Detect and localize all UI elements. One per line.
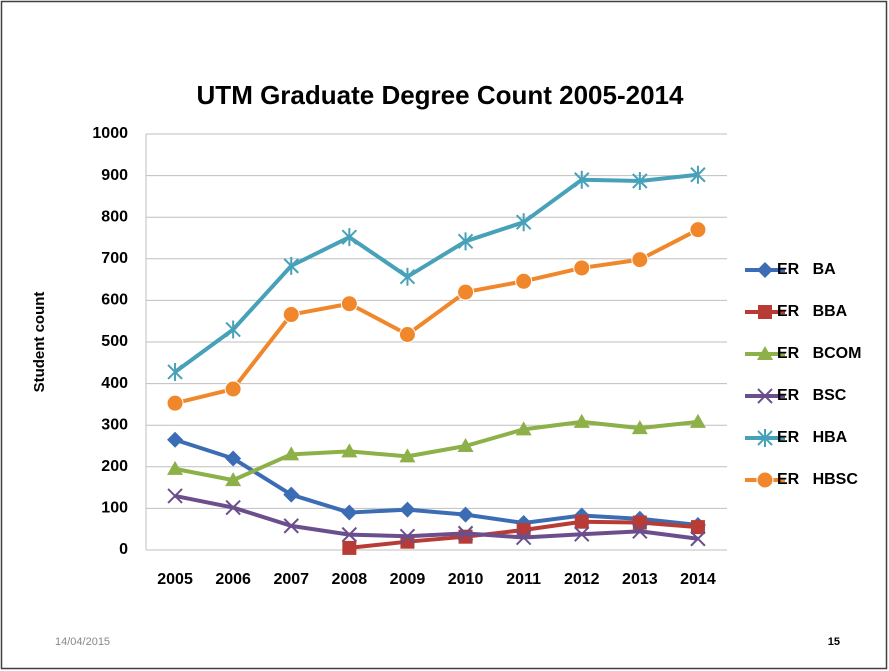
legend-label: ER BA	[777, 261, 836, 278]
y-tick-label: 800	[101, 208, 128, 225]
data-point	[167, 488, 183, 504]
x-tick-label: 2011	[506, 571, 541, 588]
legend-marker	[757, 262, 773, 278]
data-point	[574, 526, 590, 542]
data-point	[631, 420, 648, 435]
x-tick-label: 2007	[273, 571, 309, 588]
data-point	[516, 523, 531, 538]
x-tick-label: 2009	[390, 571, 426, 588]
legend-label: ER BBA	[777, 303, 848, 320]
data-point	[341, 228, 358, 247]
data-point	[457, 438, 474, 452]
y-tick-label: 400	[101, 375, 128, 392]
legend-label: ER HBA	[777, 429, 848, 446]
x-tick-label: 2013	[622, 571, 658, 588]
data-point	[457, 525, 474, 542]
series-line	[173, 172, 699, 374]
y-tick-label: 100	[101, 500, 128, 517]
data-point	[283, 518, 299, 534]
legend-marker	[757, 429, 773, 447]
series-line	[174, 493, 699, 541]
footer-date: 14/04/2015	[55, 636, 110, 648]
data-point	[399, 267, 416, 286]
data-point	[574, 170, 590, 189]
data-point	[225, 450, 242, 467]
x-tick-label: 2014	[680, 571, 716, 588]
data-point	[690, 520, 705, 535]
series-line	[174, 419, 699, 483]
data-point	[167, 460, 184, 475]
legend-marker	[757, 388, 773, 404]
data-point	[632, 523, 648, 539]
legend-label: ER BSC	[777, 387, 847, 404]
data-point	[283, 446, 300, 461]
data-point	[632, 172, 648, 191]
x-tick-label: 2008	[332, 571, 368, 588]
data-point	[573, 259, 591, 277]
legend-marker	[758, 305, 772, 319]
y-tick-label: 200	[101, 458, 128, 475]
legend-label: ER BCOM	[777, 345, 861, 362]
y-tick-label: 600	[101, 292, 128, 309]
data-point	[282, 306, 300, 324]
data-point	[341, 526, 358, 543]
series-line	[174, 437, 699, 528]
data-point	[283, 256, 299, 275]
data-point	[631, 251, 649, 269]
data-point	[224, 380, 242, 398]
series-line	[174, 227, 699, 406]
legend-marker	[756, 471, 774, 489]
y-tick-label: 1000	[92, 125, 128, 142]
data-point	[515, 213, 532, 232]
data-point	[457, 283, 475, 301]
data-point	[398, 326, 416, 344]
y-tick-label: 300	[101, 416, 128, 433]
data-point	[399, 448, 416, 463]
y-tick-label: 700	[101, 250, 128, 267]
data-point	[340, 295, 358, 313]
data-point	[515, 421, 532, 436]
data-point	[457, 506, 474, 523]
x-tick-label: 2005	[157, 571, 193, 588]
data-point	[573, 413, 590, 428]
legend-label: ER HBSC	[777, 471, 858, 488]
data-point	[225, 320, 241, 339]
x-tick-label: 2006	[215, 571, 251, 588]
data-point	[399, 501, 416, 518]
data-point	[225, 472, 242, 487]
chart-title: UTM Graduate Degree Count 2005-2014	[197, 80, 684, 110]
data-point	[166, 394, 184, 412]
data-point	[515, 272, 533, 290]
x-tick-label: 2010	[448, 571, 484, 588]
page-number: 15	[828, 636, 840, 648]
data-point	[632, 515, 647, 530]
y-tick-label: 900	[101, 167, 128, 184]
data-point	[574, 514, 589, 529]
data-point	[342, 540, 357, 555]
y-axis-label: Student count	[31, 292, 48, 393]
data-point	[225, 499, 241, 516]
data-point	[400, 534, 415, 549]
y-tick-label: 500	[101, 333, 128, 350]
data-point	[457, 232, 474, 251]
data-point	[283, 486, 300, 503]
data-point	[341, 504, 358, 521]
data-point	[690, 531, 706, 547]
legend-marker	[757, 346, 773, 360]
data-point	[341, 443, 358, 458]
data-point	[690, 165, 706, 184]
x-tick-label: 2012	[564, 571, 600, 588]
data-point	[167, 362, 183, 381]
data-point	[515, 529, 532, 546]
y-tick-label: 0	[119, 541, 128, 558]
data-point	[689, 221, 707, 239]
data-point	[167, 431, 184, 448]
data-point	[689, 413, 706, 428]
data-point	[399, 528, 416, 544]
